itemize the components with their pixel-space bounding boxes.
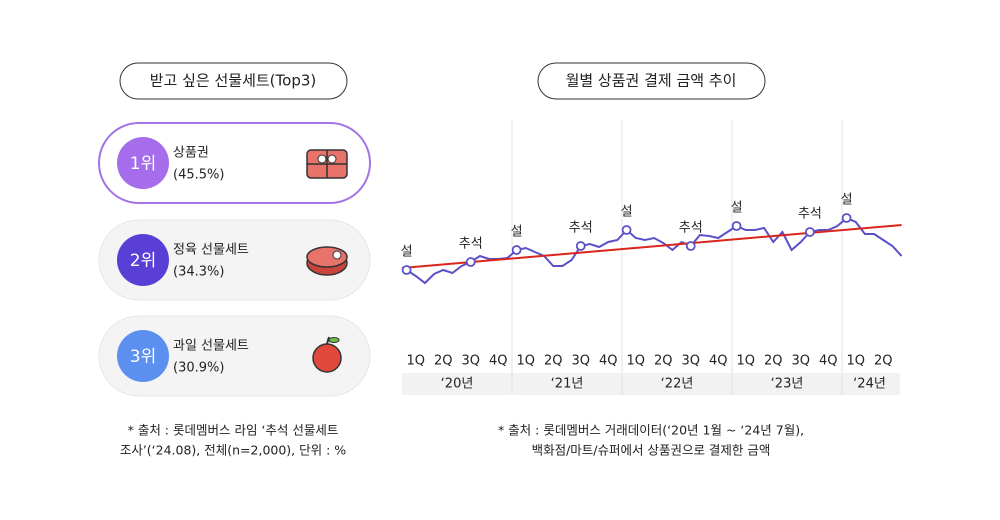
trend-line xyxy=(401,224,902,269)
gift-icon xyxy=(306,149,348,179)
x-tick-label: 1Q xyxy=(406,354,425,369)
event-label: 추석 xyxy=(679,221,703,236)
data-line xyxy=(406,216,903,285)
chart-title: 월별 상품권 결제 금액 추이 xyxy=(566,72,737,90)
meat-icon xyxy=(306,246,348,276)
event-marker xyxy=(731,221,742,231)
event-label: 설 xyxy=(841,193,853,208)
event-marker xyxy=(685,241,696,251)
event-marker xyxy=(841,213,852,223)
x-tick-label: 1Q xyxy=(626,354,645,369)
event-marker xyxy=(621,225,632,235)
event-marker xyxy=(401,265,412,275)
year-label: ‘23년 xyxy=(771,377,804,392)
x-tick-label: 4Q xyxy=(819,354,838,369)
year-label: ‘21년 xyxy=(551,377,584,392)
rank-card xyxy=(98,219,371,301)
x-tick-label: 3Q xyxy=(571,354,590,369)
year-label: ‘24년 xyxy=(853,377,886,392)
item-name: 정육 선물세트 xyxy=(173,243,249,258)
rank-label: 1위 xyxy=(130,154,156,174)
event-marker xyxy=(465,257,476,267)
item-share: (30.9%) xyxy=(173,361,224,376)
rank-badge xyxy=(117,234,169,286)
year-label: ‘20년 xyxy=(441,377,474,392)
title-pill xyxy=(119,62,348,100)
year-band xyxy=(402,373,900,395)
x-tick-label: 4Q xyxy=(599,354,618,369)
x-tick-label: 2Q xyxy=(434,354,453,369)
rank-label: 3위 xyxy=(130,347,156,367)
year-label: ‘22년 xyxy=(661,377,694,392)
x-tick-label: 3Q xyxy=(791,354,810,369)
event-label: 추석 xyxy=(459,237,483,252)
note: 조사’(‘24.08), 전체(n=2,000), 단위 : % xyxy=(120,443,346,458)
x-tick-label: 1Q xyxy=(846,354,865,369)
item-share: (45.5%) xyxy=(173,168,224,183)
item-name: 상품권 xyxy=(173,146,209,161)
event-label: 추석 xyxy=(569,221,593,236)
rank-badge xyxy=(117,137,169,189)
rank-badge xyxy=(117,330,169,382)
x-tick-label: 3Q xyxy=(681,354,700,369)
x-tick-label: 2Q xyxy=(544,354,563,369)
event-label: 설 xyxy=(511,225,523,240)
rank-label: 2위 xyxy=(130,251,156,271)
note: * 출처 : 롯데멤버스 거래데이터(‘20년 1월 ~ ‘24년 7월), xyxy=(498,423,804,438)
x-tick-label: 3Q xyxy=(461,354,480,369)
x-tick-label: 1Q xyxy=(736,354,755,369)
note: 백화점/마트/슈퍼에서 상품권으로 결제한 금액 xyxy=(532,443,771,458)
event-label: 설 xyxy=(621,205,633,220)
title-pill xyxy=(537,62,766,100)
event-label: 설 xyxy=(731,201,743,216)
item-name: 과일 선물세트 xyxy=(173,339,249,354)
event-label: 설 xyxy=(401,245,413,260)
event-marker xyxy=(575,241,586,251)
event-label: 추석 xyxy=(798,207,822,222)
rank-card xyxy=(98,315,371,397)
x-tick-label: 2Q xyxy=(764,354,783,369)
rank-card xyxy=(98,122,371,204)
event-marker xyxy=(511,245,522,255)
ranking-title: 받고 싶은 선물세트(Top3) xyxy=(150,72,317,90)
x-tick-label: 2Q xyxy=(874,354,893,369)
event-marker xyxy=(805,227,815,237)
x-tick-label: 4Q xyxy=(489,354,508,369)
apple-icon xyxy=(312,336,342,373)
x-tick-label: 1Q xyxy=(516,354,535,369)
x-tick-label: 4Q xyxy=(709,354,728,369)
note: * 출처 : 롯데멤버스 라임 ‘추석 선물세트 xyxy=(128,423,339,438)
item-share: (34.3%) xyxy=(173,265,224,280)
x-tick-label: 2Q xyxy=(654,354,673,369)
